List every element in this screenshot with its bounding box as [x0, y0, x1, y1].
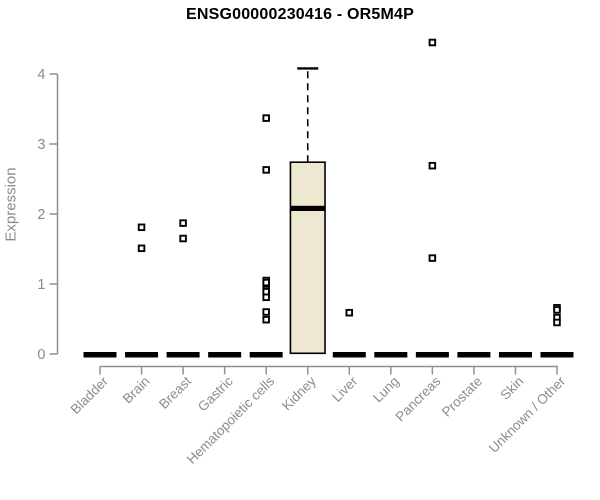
outlier-point	[262, 166, 270, 174]
chart-title: ENSG00000230416 - OR5M4P	[185, 6, 415, 23]
x-tick-label: Liver	[329, 373, 361, 405]
y-tick-label: 1	[37, 277, 45, 293]
outlier-point	[345, 308, 354, 317]
y-tick-label: 0	[37, 347, 45, 363]
x-tick-label: Breast	[156, 373, 194, 411]
y-tick-label: 2	[37, 207, 45, 223]
outlier-point	[137, 223, 146, 232]
outlier-point	[262, 278, 270, 287]
x-tick-label: Skin	[497, 374, 526, 403]
collapsed-box	[249, 352, 283, 358]
outlier-point	[428, 254, 437, 262]
collapsed-box	[457, 352, 491, 358]
x-tick-label: Prostate	[439, 374, 485, 420]
x-tick-label: Unknown / Other	[486, 373, 569, 456]
outlier-point	[553, 318, 561, 327]
outlier-point	[137, 244, 146, 253]
x-tick-label: Brain	[120, 374, 153, 407]
collapsed-box	[374, 352, 408, 358]
collapsed-box	[83, 352, 117, 358]
x-tick-label: Kidney	[279, 373, 319, 413]
outlier-point	[179, 219, 187, 227]
outlier-point	[553, 306, 561, 314]
median-line	[290, 205, 326, 211]
outlier-point	[262, 315, 270, 324]
outlier-point	[428, 38, 437, 47]
collapsed-box	[332, 352, 366, 358]
x-tick-label: Bladder	[68, 373, 112, 417]
outlier-point	[179, 234, 187, 243]
x-tick-label: Lung	[370, 374, 402, 406]
outlier-point	[428, 161, 437, 170]
collapsed-box	[540, 352, 574, 358]
collapsed-box	[166, 352, 200, 358]
y-tick-label: 4	[37, 67, 45, 83]
collapsed-box	[498, 352, 532, 358]
box	[289, 161, 326, 355]
outlier-point	[262, 114, 270, 122]
outlier-point	[262, 308, 270, 316]
y-tick-label: 3	[37, 137, 45, 153]
collapsed-box	[208, 352, 242, 358]
x-tick-label: Gastric	[195, 373, 236, 414]
collapsed-box	[415, 352, 449, 358]
outlier-point	[262, 293, 270, 302]
collapsed-box	[125, 352, 159, 358]
x-tick-label: Pancreas	[393, 373, 444, 424]
